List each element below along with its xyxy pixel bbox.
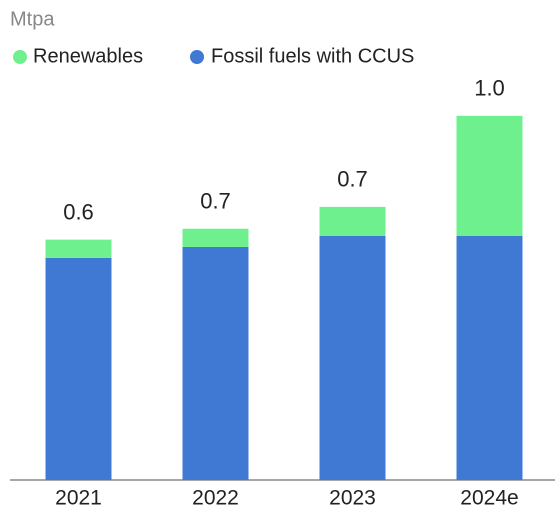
total-label: 0.6 [63, 199, 94, 224]
bar-segment [182, 228, 249, 247]
legend-swatch [13, 50, 27, 64]
total-label: 0.7 [337, 167, 368, 192]
bar-segment [182, 246, 249, 480]
x-tick-label: 2023 [329, 487, 376, 510]
x-tick-label: 2022 [192, 487, 239, 510]
legend-label: Renewables [33, 45, 143, 67]
x-tick-label: 2021 [55, 487, 102, 510]
total-label: 0.7 [200, 189, 231, 214]
bar-segment [45, 239, 112, 258]
x-tick-label: 2024e [460, 487, 518, 510]
total-label: 1.0 [474, 76, 505, 101]
legend-swatch [190, 50, 204, 64]
unit-label: Mtpa [10, 8, 55, 30]
bar-segment [45, 257, 112, 480]
bar-segment [456, 236, 523, 480]
legend-label: Fossil fuels with CCUS [211, 45, 414, 67]
bar-segment [319, 236, 386, 480]
bar-segment [456, 115, 523, 237]
bar-segment [319, 206, 386, 237]
